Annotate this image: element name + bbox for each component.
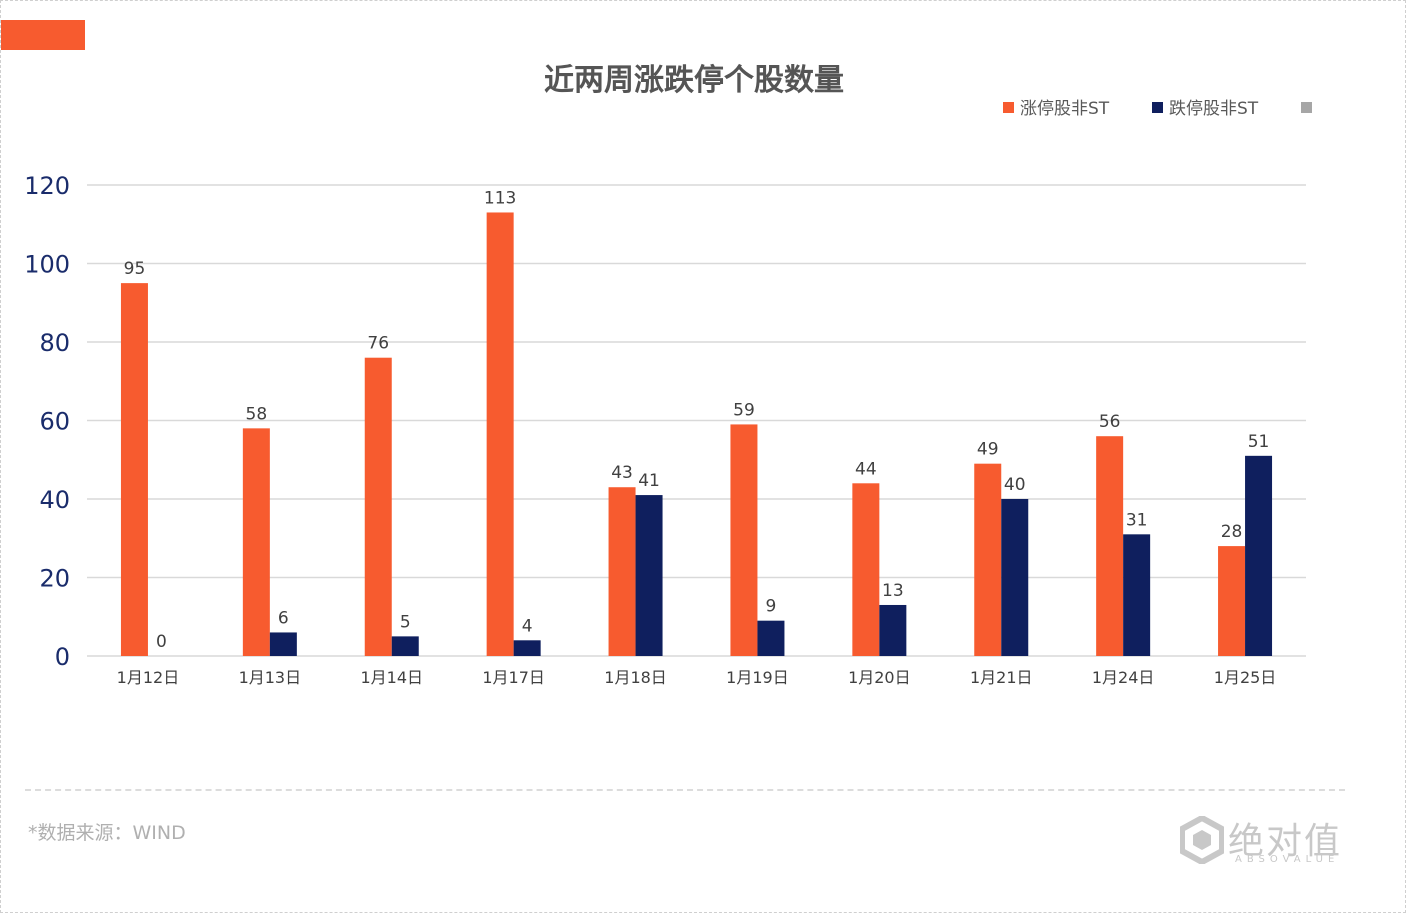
brand-logo: 绝对值 ABSOVALUE <box>1180 812 1355 867</box>
data-label: 56 <box>1099 412 1121 432</box>
y-tick-label: 60 <box>39 408 70 436</box>
data-label: 95 <box>124 259 146 279</box>
bar-limit-up <box>364 357 392 656</box>
data-label: 4 <box>522 616 533 636</box>
data-label: 41 <box>638 471 660 491</box>
bar-limit-down <box>513 640 541 656</box>
bar-limit-down <box>635 495 663 656</box>
footer-divider <box>25 789 1345 791</box>
x-tick-label: 1月19日 <box>726 668 789 687</box>
x-tick-label: 1月24日 <box>1092 668 1155 687</box>
bar-limit-down <box>757 620 785 656</box>
bar-limit-up <box>974 463 1002 656</box>
legend-swatch-extra <box>1301 102 1312 113</box>
bar-limit-down <box>269 632 297 656</box>
bar-limit-down <box>1123 534 1151 656</box>
bar-limit-up <box>730 424 758 656</box>
logo-subtext: ABSOVALUE <box>1235 854 1340 865</box>
y-tick-label: 80 <box>39 329 70 357</box>
data-label: 76 <box>367 334 389 354</box>
data-label: 59 <box>733 400 755 420</box>
x-tick-label: 1月13日 <box>239 668 302 687</box>
logo-text: 绝对值 <box>1228 821 1343 862</box>
x-tick-label: 1月12日 <box>117 668 180 687</box>
bar-limit-down <box>391 636 419 656</box>
x-axis-ticks: 1月12日 1月13日 1月14日 1月17日 1月18日 1月19日 1月20日 1月21日… <box>117 668 1277 687</box>
data-label: 51 <box>1248 432 1270 452</box>
bar-limit-up <box>852 483 880 656</box>
source-note: *数据来源：WIND <box>28 822 186 844</box>
x-tick-label: 1月17日 <box>482 668 545 687</box>
bar-limit-up <box>120 283 148 656</box>
y-tick-label: 20 <box>39 565 70 593</box>
bar-limit-up <box>1218 546 1246 656</box>
x-tick-label: 1月20日 <box>848 668 911 687</box>
data-label: 43 <box>611 463 633 483</box>
bar-limit-up <box>242 428 270 656</box>
legend-swatch <box>1003 102 1014 113</box>
y-tick-label: 0 <box>55 643 70 671</box>
x-tick-label: 1月18日 <box>604 668 667 687</box>
bar-limit-up <box>608 487 636 656</box>
bar-limit-down <box>1001 499 1029 656</box>
logo-cube-icon <box>1180 816 1224 864</box>
legend-label: 跌停股非ST <box>1169 99 1259 119</box>
data-label: 0 <box>156 632 167 652</box>
y-tick-label: 40 <box>39 486 70 514</box>
bar-limit-down <box>1245 455 1273 656</box>
x-tick-label: 1月14日 <box>360 668 423 687</box>
data-label: 28 <box>1221 522 1243 542</box>
data-label: 5 <box>400 612 411 632</box>
data-label: 6 <box>278 608 289 628</box>
data-label: 58 <box>246 404 268 424</box>
y-axis-ticks: 0 20 40 60 80 100 120 <box>24 172 70 671</box>
data-label: 49 <box>977 440 999 460</box>
bar-limit-up <box>1096 436 1124 656</box>
accent-bar <box>1 20 85 50</box>
y-tick-label: 100 <box>24 251 70 279</box>
x-tick-label: 1月21日 <box>970 668 1033 687</box>
data-label: 113 <box>484 188 516 208</box>
y-tick-label: 120 <box>24 172 70 200</box>
chart-title: 近两周涨跌停个股数量 <box>544 63 844 98</box>
legend-swatch <box>1152 102 1163 113</box>
data-label: 31 <box>1126 510 1148 530</box>
legend-label: 涨停股非ST <box>1020 99 1110 119</box>
bar-limit-down <box>879 604 907 656</box>
data-label: 13 <box>882 581 904 601</box>
bars <box>120 212 1273 656</box>
legend: 涨停股非ST 跌停股非ST <box>1003 99 1312 119</box>
bar-limit-up <box>486 212 514 656</box>
data-label: 9 <box>766 597 777 617</box>
data-label: 40 <box>1004 475 1026 495</box>
data-label: 44 <box>855 459 877 479</box>
x-tick-label: 1月25日 <box>1214 668 1277 687</box>
